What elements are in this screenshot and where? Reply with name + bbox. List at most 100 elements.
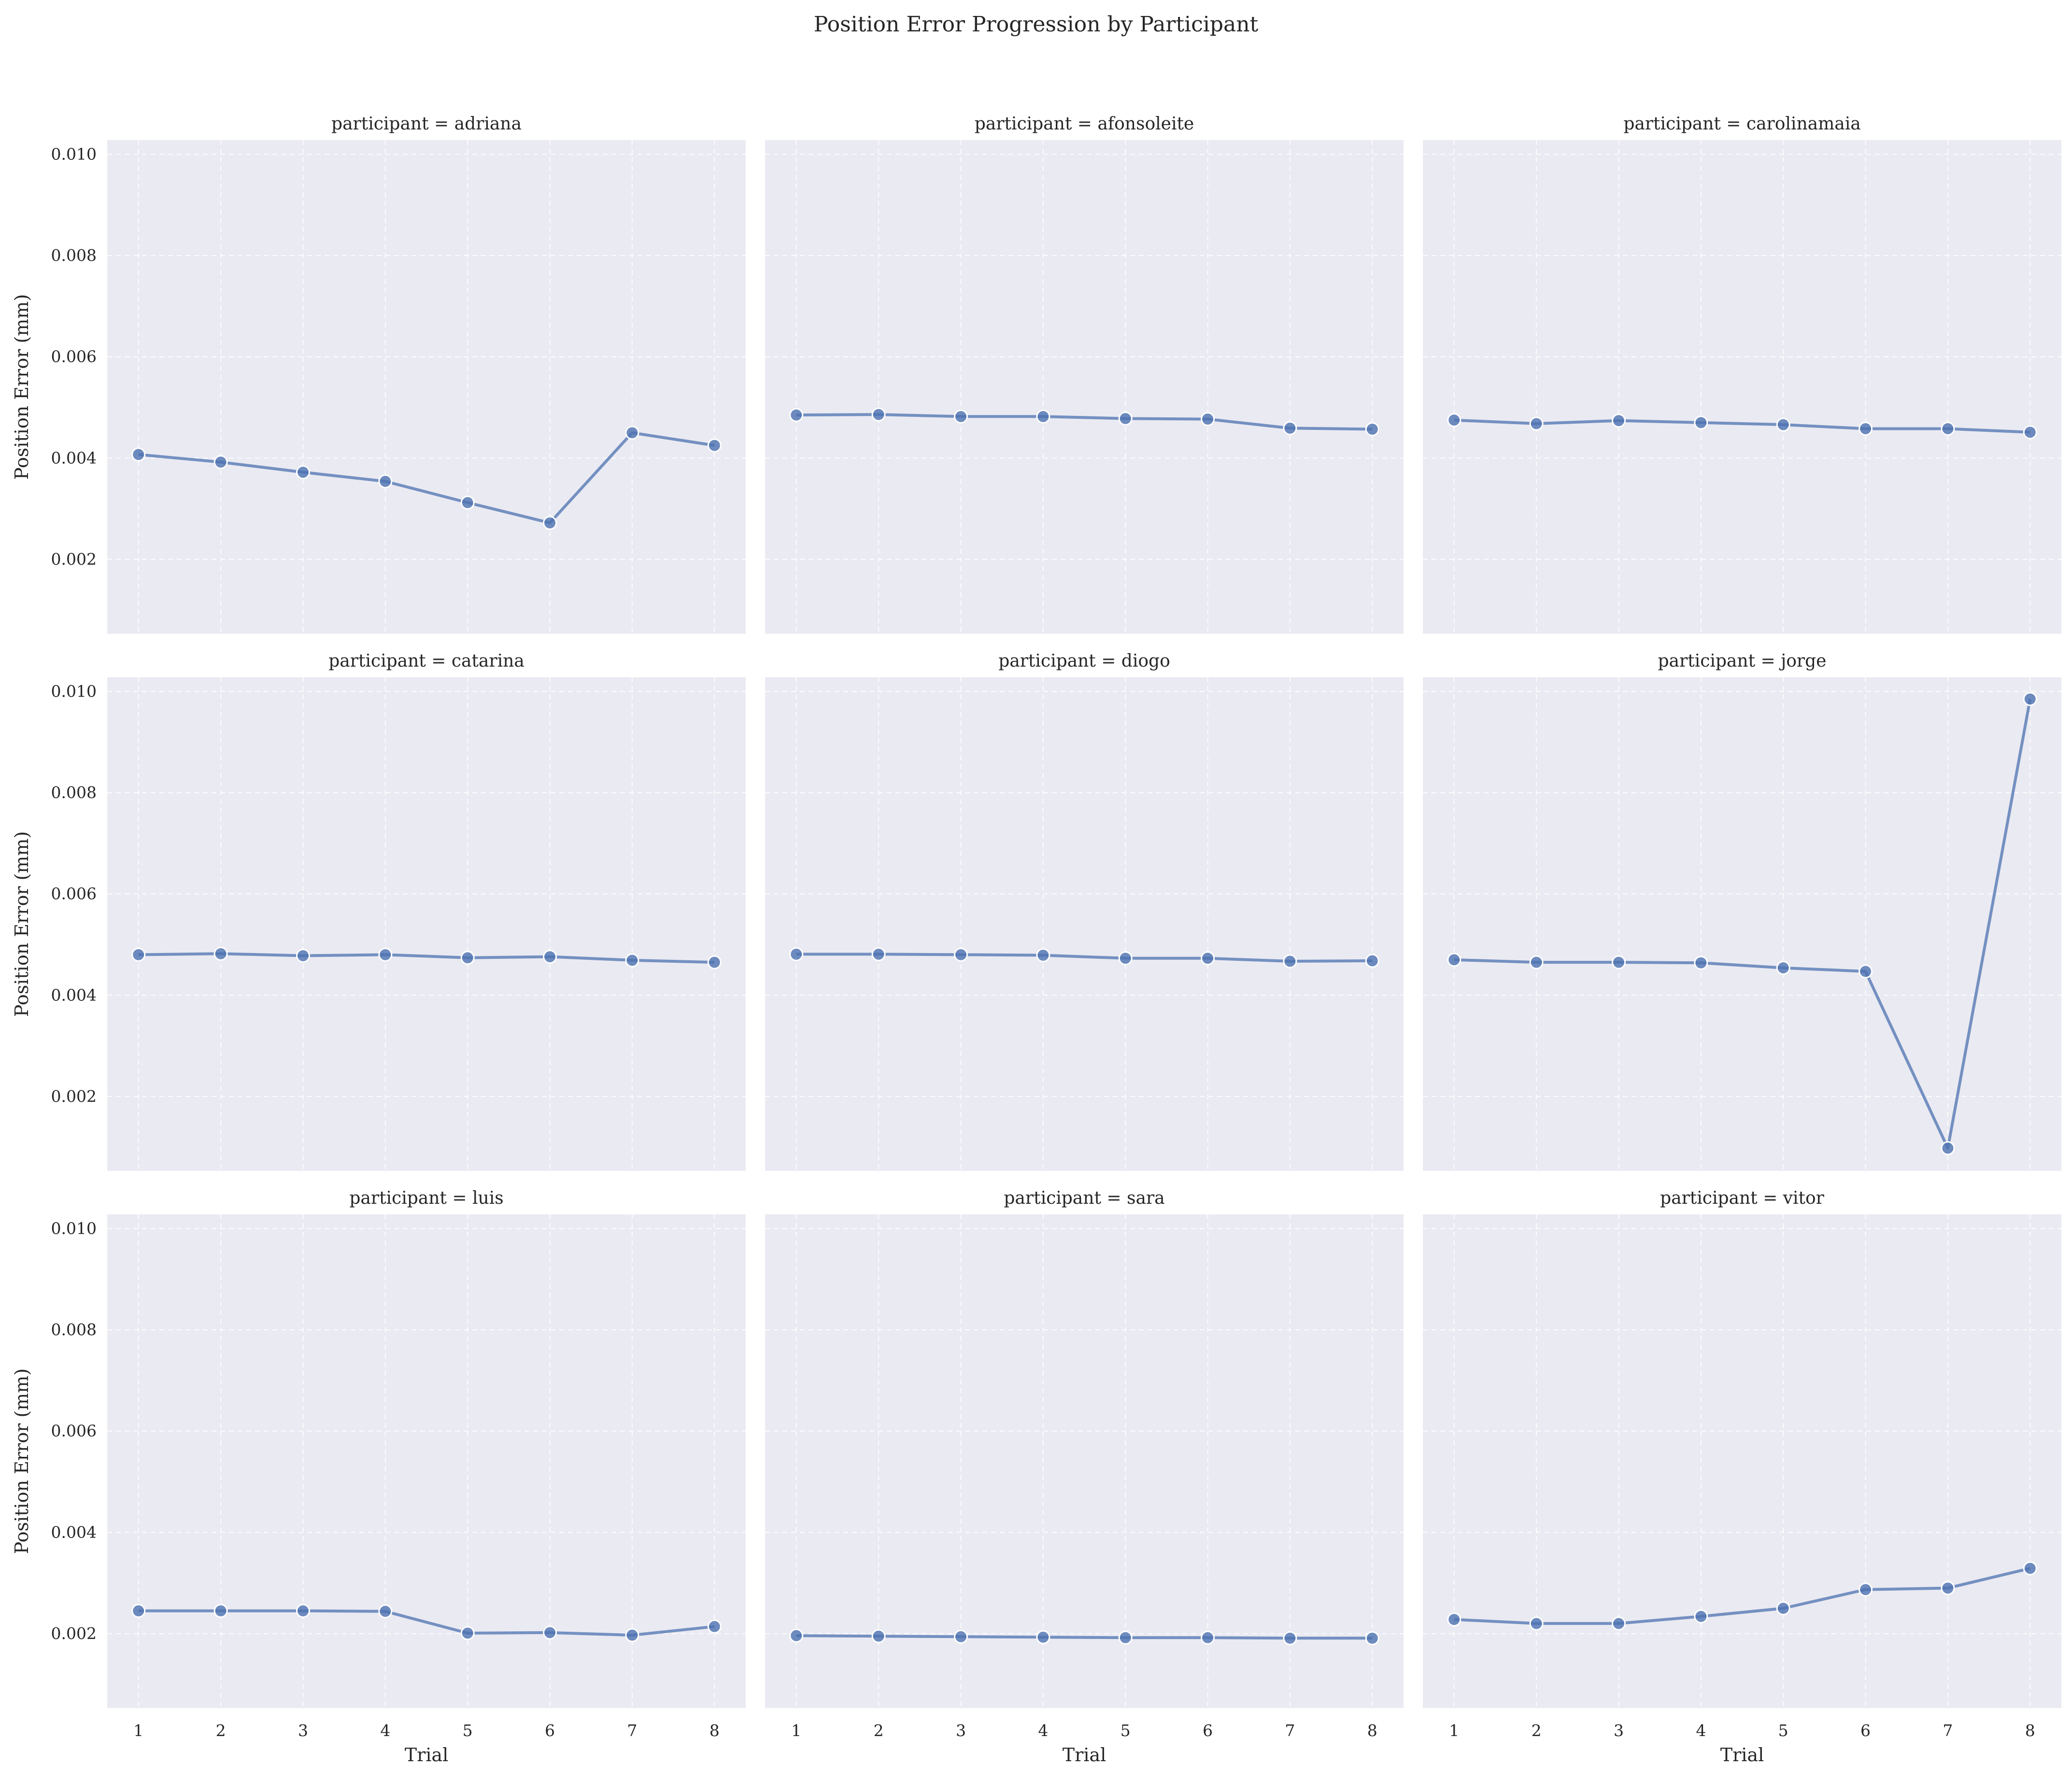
data-point [543,950,557,964]
data-point [707,1619,722,1634]
data-point [625,953,639,968]
x-tick-label: 5 [1121,1721,1131,1740]
x-tick-label: 1 [791,1721,801,1740]
x-tick-label: 1 [1449,1721,1459,1740]
data-point [213,946,228,961]
facet-grid: participant = adriana 0.002 0.004 0.006 0.00… [11,114,2061,1766]
data-point [1941,421,1955,436]
y-tick-label: 0.008 [51,246,97,265]
data-point [1036,409,1050,424]
series-line [138,431,715,525]
data-point [1283,421,1297,435]
data-point [1694,1609,1708,1624]
data-point [1611,1616,1626,1631]
panel-background [1423,1214,2061,1708]
panel-background [1423,677,2061,1171]
x-tick-label: 7 [1943,1721,1953,1740]
x-tick-label: 8 [1367,1721,1377,1740]
series-line [1454,698,2032,1150]
y-tick-label: 0.004 [51,448,97,467]
x-tick-label: 3 [956,1721,966,1740]
x-tick-label: 2 [1532,1721,1542,1740]
data-point [296,465,310,480]
data-point [789,408,804,422]
data-point [131,947,146,962]
data-point [460,951,475,965]
x-tick-label: 5 [1778,1721,1788,1740]
data-point [378,1604,393,1619]
x-axis-label: Trial [405,1744,448,1766]
data-point [1859,964,1873,979]
data-point [2023,692,2037,706]
data-point [871,947,886,961]
data-point [1611,413,1626,428]
x-tick-label: 6 [545,1721,555,1740]
panel-background [107,677,746,1171]
x-tick-label: 2 [216,1721,226,1740]
data-point [625,426,639,440]
data-point [707,955,722,969]
facet-title: participant = afonsoleite [975,114,1194,134]
x-tick-label: 7 [1285,1721,1295,1740]
data-point [131,447,146,462]
x-tick-label: 4 [1038,1721,1048,1740]
data-point [789,947,804,961]
data-point [460,496,475,510]
data-point [1201,1630,1215,1645]
facet-title: participant = luis [349,1188,503,1208]
panel-background [1423,140,2061,634]
x-tick-label: 6 [1203,1721,1213,1740]
data-point [1201,412,1215,427]
facet-title: participant = sara [1004,1188,1164,1208]
facet-panel: participant = sara 1 2 3 4 5 6 7 8 Trial [765,1188,1404,1766]
data-point [543,1625,557,1640]
facet-panel: participant = luis 0.002 0.004 0.006 0.008 0.… [11,1188,746,1766]
data-point [1118,412,1133,426]
data-point [1694,955,1708,970]
data-point [1859,1582,1873,1597]
facet-title: participant = catarina [328,651,525,671]
data-point [1447,953,1462,967]
data-point [1365,1631,1379,1645]
y-tick-label: 0.010 [51,682,97,700]
data-point [460,1626,475,1640]
data-point [1283,1631,1297,1645]
data-point [296,1604,310,1618]
series-line [796,953,1373,963]
y-tick-label: 0.010 [51,1219,97,1238]
data-point [953,409,968,424]
y-tick-label: 0.004 [51,1523,97,1541]
data-point [1776,961,1790,975]
y-tick-label: 0.006 [51,347,97,366]
data-point [543,515,557,530]
data-point [1036,948,1050,962]
x-tick-label: 3 [1614,1721,1624,1740]
data-point [1365,954,1379,968]
data-point [707,438,722,453]
series-line [1454,1567,2030,1625]
facet-panel: participant = adriana 0.002 0.004 0.006 0.00… [11,114,746,634]
data-point [1611,955,1626,969]
panel-background [107,140,746,634]
data-point [1776,1601,1790,1616]
x-tick-label: 7 [627,1721,637,1740]
data-point [953,947,968,962]
x-tick-label: 8 [710,1721,720,1740]
facet-title: participant = adriana [331,114,522,134]
data-point [1118,1630,1133,1645]
y-tick-label: 0.006 [51,884,97,903]
series-line [1454,418,2030,434]
data-point [213,1604,228,1618]
data-point [2023,425,2037,440]
facet-title: participant = carolinamaia [1623,114,1860,134]
y-tick-label: 0.008 [51,783,97,802]
panel-background [107,1214,746,1708]
panel-background [765,1214,1404,1708]
data-point [1941,1581,1955,1596]
chart-title: Position Error Progression by Participan… [814,12,1259,37]
data-point [296,949,310,963]
facet-panel: participant = catarina 0.002 0.004 0.006 0.0… [11,651,746,1171]
data-point [1447,1612,1462,1627]
x-tick-label: 5 [463,1721,473,1740]
